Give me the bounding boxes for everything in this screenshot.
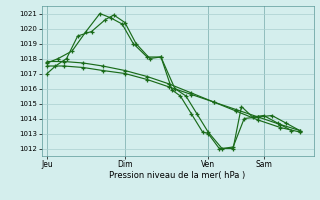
X-axis label: Pression niveau de la mer( hPa ): Pression niveau de la mer( hPa )	[109, 171, 246, 180]
